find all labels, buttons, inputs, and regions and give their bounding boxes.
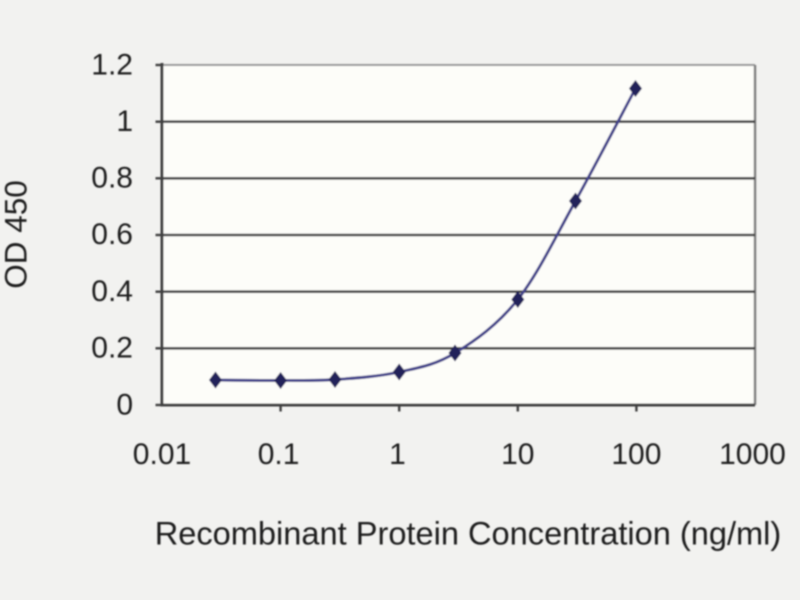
svg-text:0: 0	[116, 389, 133, 422]
svg-text:0.4: 0.4	[91, 275, 133, 308]
svg-text:1: 1	[116, 105, 133, 138]
svg-text:0.6: 0.6	[91, 218, 133, 251]
svg-text:OD 450: OD 450	[0, 180, 34, 289]
svg-text:0.1: 0.1	[258, 438, 300, 471]
svg-text:Recombinant Protein Concentrat: Recombinant Protein Concentration (ng/ml…	[155, 515, 782, 552]
svg-text:0.01: 0.01	[133, 438, 191, 471]
svg-text:10: 10	[501, 438, 534, 471]
svg-text:1000: 1000	[719, 438, 786, 471]
svg-text:1: 1	[389, 438, 406, 471]
svg-text:0.2: 0.2	[91, 332, 133, 365]
svg-text:100: 100	[611, 438, 661, 471]
svg-text:0.8: 0.8	[91, 162, 133, 195]
svg-text:1.2: 1.2	[91, 49, 133, 82]
